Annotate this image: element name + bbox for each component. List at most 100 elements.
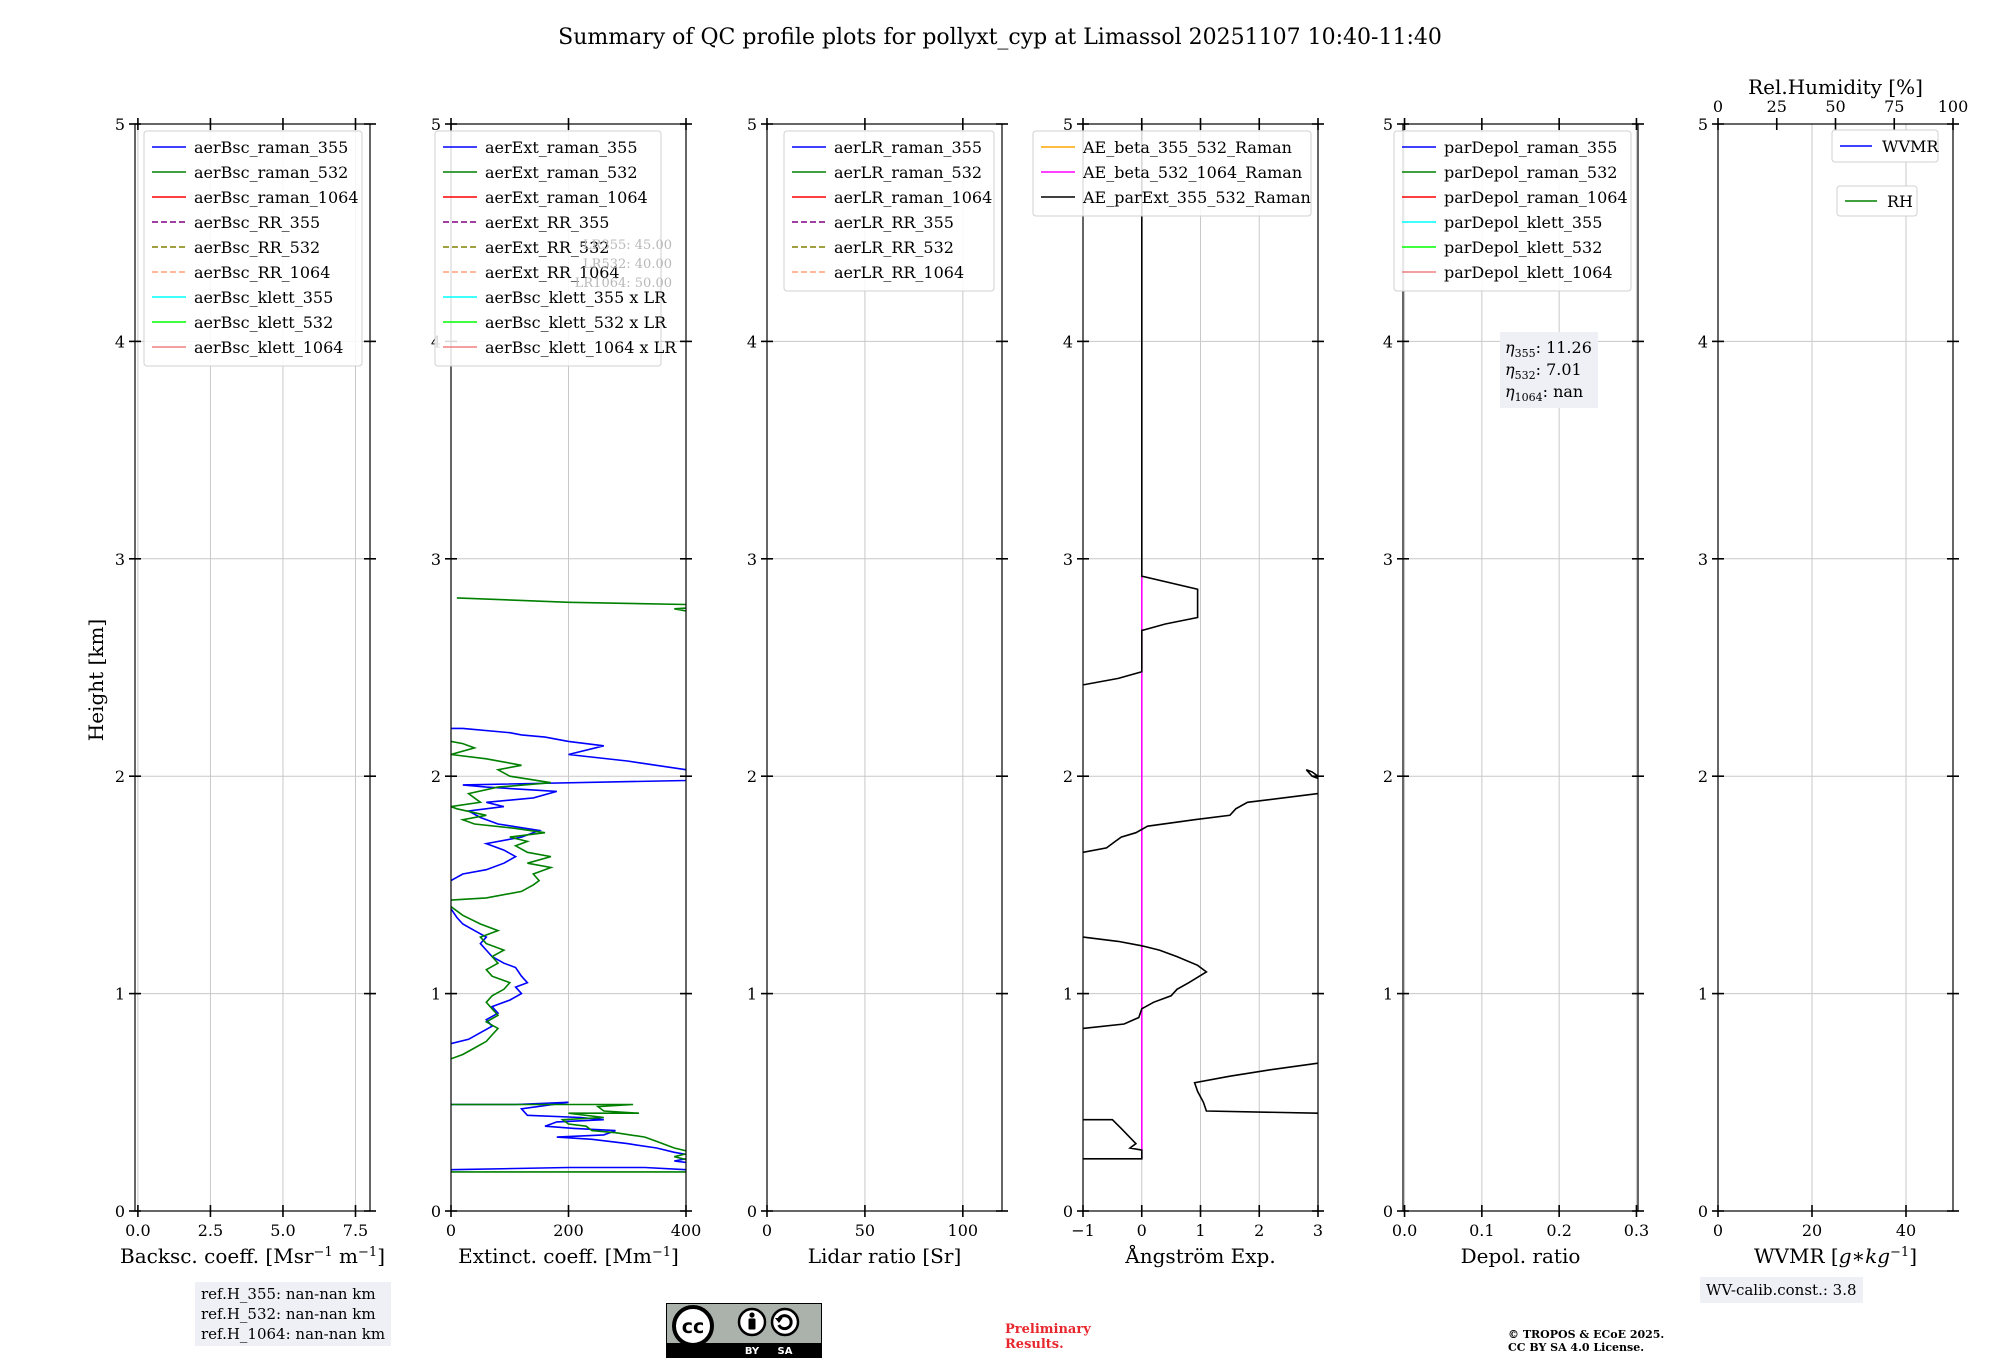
x-axis-label: Extinct. coeff. [Mm−1] bbox=[458, 1244, 679, 1268]
x-tick-label: 400 bbox=[671, 1221, 702, 1240]
top-x-axis-label: Rel.Humidity [%] bbox=[1748, 75, 1923, 99]
axes-frame bbox=[766, 123, 1003, 1212]
legend-label: aerExt_raman_532 bbox=[485, 163, 638, 182]
axes-frame bbox=[134, 123, 371, 1212]
x-axis-label: Ångström Exp. bbox=[1124, 1243, 1275, 1268]
legend-label: aerBsc_klett_532 x LR bbox=[485, 313, 667, 332]
series-aerExt_raman_532 bbox=[451, 597, 686, 1173]
y-tick-label: 2 bbox=[1063, 767, 1073, 786]
legend-label: aerLR_RR_1064 bbox=[834, 263, 964, 282]
y-tick-label: 5 bbox=[1383, 115, 1393, 134]
x-tick-label: 0 bbox=[762, 1221, 772, 1240]
eta-532: η532: 7.01 bbox=[1505, 360, 1582, 382]
legend-label: aerExt_RR_1064 bbox=[485, 263, 620, 282]
y-tick-label: 2 bbox=[1698, 767, 1708, 786]
x-tick-label: 100 bbox=[948, 1221, 979, 1240]
top-x-tick-label: 0 bbox=[1713, 97, 1723, 116]
y-tick-label: 2 bbox=[431, 767, 441, 786]
svg-text:RH: RH bbox=[1887, 192, 1913, 211]
lidar-ratio-annotation: LR355: 45.00 bbox=[583, 238, 672, 253]
y-tick-label: 0 bbox=[115, 1202, 125, 1221]
legend-angstrom: AE_beta_355_532_Raman AE_beta_532_1064_Ra… bbox=[1032, 130, 1312, 217]
x-tick-label: 0 bbox=[446, 1221, 456, 1240]
wv-calibration-constant: WV-calib.const.: 3.8 bbox=[1706, 1281, 1857, 1299]
legend-wvmr: WVMR bbox=[1831, 129, 1939, 163]
legend-label: parDepol_raman_1064 bbox=[1444, 188, 1628, 207]
eta-1064: η1064: nan bbox=[1505, 382, 1583, 404]
cc-logo-by: BY bbox=[745, 1346, 760, 1357]
legend-label: parDepol_raman_355 bbox=[1444, 138, 1617, 157]
legend-label: AE_beta_355_532_Raman bbox=[1082, 138, 1292, 157]
x-tick-label: 2.5 bbox=[198, 1221, 223, 1240]
y-tick-label: 1 bbox=[115, 985, 125, 1004]
legend-rh: RH bbox=[1836, 185, 1918, 217]
preliminary-line-1: Preliminary bbox=[1005, 1322, 1091, 1337]
x-tick-label: 0 bbox=[1137, 1221, 1147, 1240]
x-tick-label: 0.2 bbox=[1546, 1221, 1571, 1240]
x-tick-label: 0.1 bbox=[1469, 1221, 1494, 1240]
svg-text:WVMR: WVMR bbox=[1882, 137, 1939, 156]
x-axis-label: WVMR [g∗kg−1] bbox=[1754, 1244, 1917, 1268]
x-tick-label: 2 bbox=[1254, 1221, 1264, 1240]
legend-extinction: aerExt_raman_355 aerExt_raman_532 aerExt_r… bbox=[434, 130, 677, 367]
legend-label: aerBsc_klett_1064 bbox=[194, 338, 343, 357]
legend-label: aerExt_RR_355 bbox=[485, 213, 609, 232]
x-tick-label: 1 bbox=[1195, 1221, 1205, 1240]
copyright-line-2: CC BY SA 4.0 License. bbox=[1508, 1341, 1645, 1354]
ref-height-1064: ref.H_1064: nan-nan km bbox=[201, 1325, 386, 1343]
ref-height-355: ref.H_355: nan-nan km bbox=[201, 1285, 376, 1303]
x-tick-label: 3 bbox=[1313, 1221, 1323, 1240]
cc-logo-text: cc bbox=[682, 1316, 705, 1338]
legend-label: parDepol_raman_532 bbox=[1444, 163, 1617, 182]
y-tick-label: 3 bbox=[1383, 550, 1393, 569]
legend-label: parDepol_klett_355 bbox=[1444, 213, 1602, 232]
x-tick-label: 0.0 bbox=[125, 1221, 150, 1240]
legend-backscatter: aerBsc_raman_355 aerBsc_raman_532 aerBsc_r… bbox=[143, 130, 363, 367]
top-x-tick-label: 75 bbox=[1884, 97, 1904, 116]
y-tick-label: 0 bbox=[1698, 1202, 1708, 1221]
axes-frame bbox=[1717, 123, 1954, 1212]
legend-label: aerLR_RR_532 bbox=[834, 238, 954, 257]
preliminary-line-2: Results. bbox=[1005, 1337, 1064, 1352]
y-tick-label: 4 bbox=[747, 332, 757, 351]
legend-label: aerBsc_RR_355 bbox=[194, 213, 320, 232]
series-aerExt_raman_355 bbox=[451, 727, 686, 1171]
x-tick-label: 0.3 bbox=[1624, 1221, 1649, 1240]
legend-lidar_ratio: aerLR_raman_355 aerLR_raman_532 aerLR_rama… bbox=[783, 130, 995, 292]
top-x-tick-label: 100 bbox=[1938, 97, 1969, 116]
wv-calibration-box: WV-calib.const.: 3.8 bbox=[1700, 1277, 1863, 1303]
x-tick-label: 200 bbox=[553, 1221, 584, 1240]
legend-label: aerExt_raman_355 bbox=[485, 138, 638, 157]
legend-label: parDepol_klett_532 bbox=[1444, 238, 1602, 257]
copyright-line-1: © TROPOS & ECoE 2025. bbox=[1508, 1328, 1665, 1341]
y-tick-label: 4 bbox=[1063, 332, 1073, 351]
legend-label: AE_beta_532_1064_Raman bbox=[1082, 163, 1302, 182]
y-tick-label: 4 bbox=[115, 332, 125, 351]
cc-by-sa-logo: cc BY SA bbox=[666, 1303, 822, 1358]
preliminary-results-note: Preliminary Results. bbox=[1005, 1322, 1091, 1352]
y-tick-label: 5 bbox=[1063, 115, 1073, 134]
legend-depol: parDepol_raman_355 parDepol_raman_532 parD… bbox=[1393, 130, 1632, 292]
y-tick-label: 1 bbox=[1383, 985, 1393, 1004]
y-tick-label: 1 bbox=[747, 985, 757, 1004]
legend-label: aerBsc_raman_355 bbox=[194, 138, 348, 157]
x-tick-label: 7.5 bbox=[343, 1221, 368, 1240]
y-tick-label: 3 bbox=[431, 550, 441, 569]
legend-label: aerBsc_RR_1064 bbox=[194, 263, 330, 282]
y-tick-label: 5 bbox=[431, 115, 441, 134]
x-tick-label: 50 bbox=[855, 1221, 875, 1240]
reference-height-box: ref.H_355: nan-nan km ref.H_532: nan-nan… bbox=[195, 1282, 392, 1346]
y-tick-label: 5 bbox=[1698, 115, 1708, 134]
top-x-tick-label: 50 bbox=[1825, 97, 1845, 116]
legend-label: aerLR_raman_532 bbox=[834, 163, 982, 182]
figure-title: Summary of QC profile plots for pollyxt_… bbox=[558, 25, 1442, 50]
legend-label: parDepol_klett_1064 bbox=[1444, 263, 1613, 282]
y-tick-label: 3 bbox=[115, 550, 125, 569]
x-tick-label: −1 bbox=[1071, 1221, 1095, 1240]
panel-depol: 0 1 2 3 4 5 0.0 0.1 0.2 0.3 Depol. ratio parDepol_r… bbox=[1383, 115, 1649, 1268]
legend-label: aerBsc_raman_1064 bbox=[194, 188, 359, 207]
